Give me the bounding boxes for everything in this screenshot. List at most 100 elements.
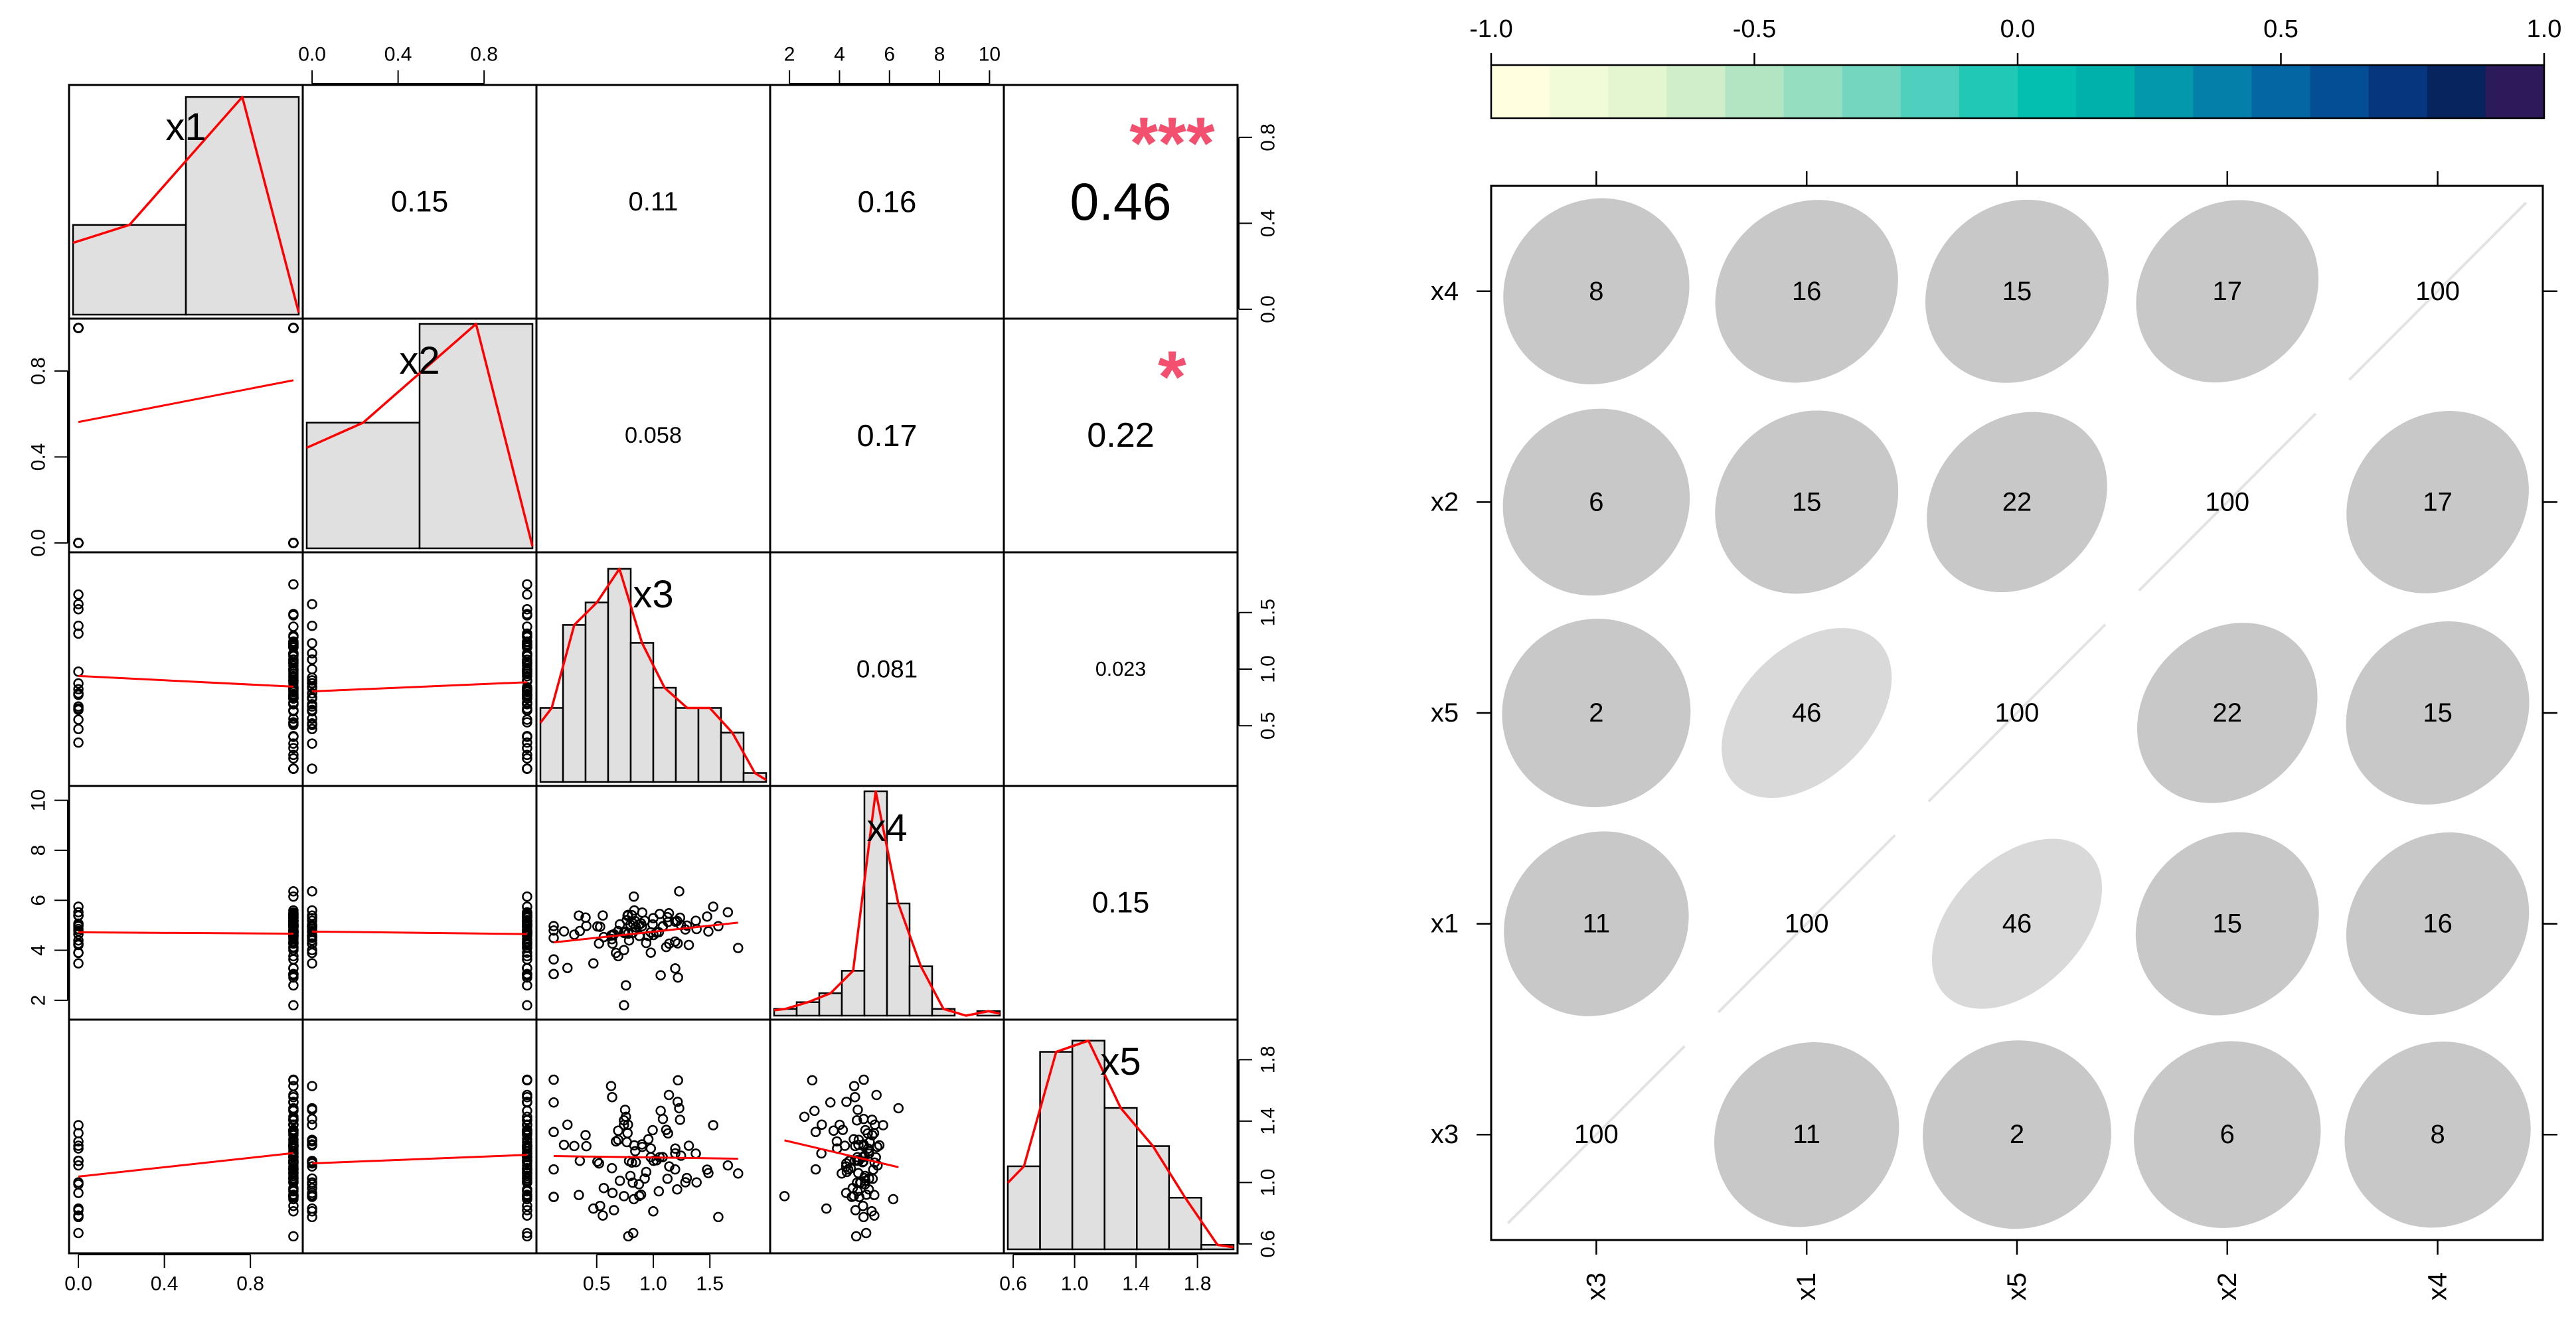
scatter-point — [288, 763, 299, 774]
scatter-point — [722, 907, 734, 917]
scatter-point — [522, 1160, 532, 1171]
scatter-point — [522, 947, 532, 958]
correlation-label: 0.15 — [1092, 887, 1150, 919]
hist-bar-x1 — [185, 96, 300, 316]
scatter-point — [643, 1134, 654, 1144]
colorbar-swatch — [2134, 65, 2194, 118]
scatter-point — [674, 886, 684, 897]
hist-bar-x4 — [908, 965, 933, 1017]
hist-bar-x5 — [1039, 1051, 1074, 1251]
correlation-ellipse — [2346, 411, 2529, 593]
scatter-point — [307, 713, 317, 724]
tick-label-x1: 0.0 — [64, 1273, 92, 1295]
scatter-point — [608, 1205, 619, 1215]
scatter-point — [641, 937, 652, 949]
y-axis-label: x5 — [1431, 698, 1459, 728]
scatter-point — [674, 1103, 684, 1114]
scatter-point — [863, 1184, 874, 1195]
scatter-point — [673, 1075, 683, 1086]
correlation-ellipse — [1722, 627, 1892, 799]
tick-label-x2: 0.0 — [28, 529, 50, 557]
correlation-ellipse — [2346, 621, 2530, 805]
scatter-point — [288, 610, 299, 621]
hist-bar-x1 — [72, 224, 187, 316]
scatter-point — [307, 1177, 317, 1188]
scatter-point — [614, 919, 625, 930]
scatter-point — [648, 1206, 659, 1217]
tick-label-x4: 8 — [28, 845, 50, 856]
scatter-point — [592, 921, 603, 932]
scatter-point — [864, 1148, 874, 1159]
scatter-point — [869, 1190, 880, 1200]
colorbar-swatch — [2018, 65, 2077, 118]
smoother-line — [312, 681, 527, 692]
scatter-point — [73, 1120, 84, 1130]
scatter-point — [288, 538, 299, 548]
colorbar-swatch — [2310, 65, 2370, 118]
scatter-point — [628, 1194, 639, 1205]
scatter-point — [522, 1184, 532, 1195]
scatter-point — [73, 1160, 84, 1171]
scatter-point — [522, 1200, 532, 1211]
scatter-point — [623, 1231, 634, 1242]
scatter-point — [73, 737, 84, 748]
scatter-point — [675, 1115, 686, 1125]
panel-x5-x1 — [68, 1018, 304, 1255]
smoother-line — [553, 1155, 738, 1160]
smoother-line — [312, 930, 527, 935]
correlation-ellipse — [1503, 198, 1690, 384]
scatter-point — [821, 1203, 832, 1214]
scatter-point — [522, 1115, 532, 1126]
scatter-point — [307, 718, 317, 729]
scatter-point — [522, 621, 532, 632]
x-axis-label: x2 — [2213, 1273, 2242, 1300]
scatter-point — [799, 1111, 810, 1123]
variable-label-x1: x1 — [165, 106, 206, 149]
colorbar-tick-label: 1.0 — [2527, 15, 2562, 43]
colorbar-swatch — [1959, 65, 2018, 118]
scatter-point — [288, 915, 299, 926]
correlation-value: 100 — [1574, 1120, 1619, 1149]
correlation-value: 8 — [1589, 277, 1603, 306]
scatter-point — [622, 1128, 633, 1138]
scatter-point — [73, 1156, 84, 1166]
correlation-value: 8 — [2430, 1120, 2445, 1149]
colorbar-swatch — [1491, 65, 1550, 118]
scatter-point — [850, 1205, 861, 1215]
correlation-ellipse — [2136, 200, 2319, 383]
scatter-point — [288, 323, 299, 333]
scatter-point — [522, 921, 532, 931]
scatter-point — [733, 1168, 744, 1179]
scatter-point — [558, 926, 570, 937]
scatter-point — [627, 1157, 637, 1168]
correlation-ellipse — [1714, 1042, 1899, 1227]
tick-label-x3: 1.0 — [1257, 655, 1279, 683]
smoother-line — [553, 921, 738, 944]
scatter-point — [73, 690, 84, 700]
scatter-point — [522, 1227, 532, 1239]
scatter-point — [522, 939, 532, 951]
scatter-point — [307, 1139, 317, 1150]
colorbar-swatch — [1550, 65, 1609, 118]
scatter-point — [722, 1160, 734, 1171]
tick-label-x3: 0.5 — [1257, 712, 1279, 739]
scatter-point — [522, 927, 532, 938]
scatter-point — [634, 1190, 645, 1202]
scatter-point — [522, 731, 532, 741]
scatter-point — [619, 1191, 629, 1202]
scatter-point — [662, 911, 673, 923]
scatter-point — [870, 1119, 880, 1130]
colorbar-tick-label: 0.0 — [2000, 15, 2036, 43]
colorbar-swatch — [2251, 65, 2311, 118]
scatter-point — [73, 947, 84, 958]
correlation-label: 0.17 — [857, 418, 918, 453]
correlation-ellipse — [2134, 1041, 2321, 1228]
scatter-point — [73, 701, 84, 712]
scatter-point — [73, 714, 84, 725]
scatter-point — [522, 1194, 532, 1205]
tick-label-x5: 0.6 — [1257, 1230, 1279, 1258]
scatter-point — [288, 675, 299, 686]
scatter-point — [307, 1190, 317, 1200]
panel-x5-x3 — [535, 1018, 771, 1255]
scatter-point — [522, 763, 532, 774]
